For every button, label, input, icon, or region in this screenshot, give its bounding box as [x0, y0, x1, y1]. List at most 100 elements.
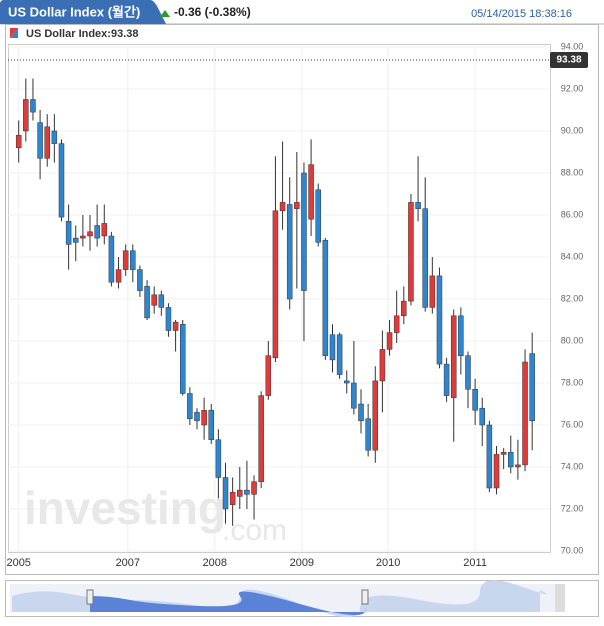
x-tick-label: 2005 — [6, 557, 30, 569]
candle-body — [351, 382, 357, 409]
candle-body — [251, 481, 257, 495]
candle-body — [37, 122, 43, 159]
candle-body — [172, 321, 179, 331]
x-tick-label: 2008 — [203, 557, 227, 569]
y-tick-label: 84.00 — [561, 251, 584, 261]
candle-body — [386, 332, 393, 350]
candle-body — [294, 202, 300, 209]
candle-body — [322, 239, 329, 356]
tab-title: US Dollar Index (월간) — [8, 4, 140, 19]
candle-body — [65, 221, 72, 245]
candle-body — [258, 395, 264, 482]
navigator-selection[interactable] — [90, 591, 366, 616]
candle-body — [15, 134, 22, 149]
y-tick-label: 80.00 — [561, 335, 584, 345]
axes: 70.00 72.00 74.00 76.00 78.00 80.00 82.00 84.00… — [6, 41, 588, 569]
candle-body — [493, 454, 500, 489]
y-tick-label: 86.00 — [561, 209, 584, 219]
candle-body — [179, 323, 186, 394]
candles — [15, 78, 535, 526]
y-tick-label: 94.00 — [561, 41, 584, 51]
candle-body — [108, 235, 115, 283]
legend-icon — [10, 28, 18, 38]
candle-body — [379, 349, 386, 382]
candle-body — [372, 380, 379, 451]
candle-body — [401, 300, 407, 317]
candle-body — [315, 189, 321, 243]
candle-body — [215, 439, 222, 478]
candle-body — [151, 294, 157, 306]
candle-body — [472, 389, 478, 411]
change: -0.36 (-0.38%) — [174, 5, 251, 19]
candle-body — [87, 231, 93, 237]
candle-body — [415, 202, 421, 209]
candle-body — [336, 334, 343, 375]
candle-body — [244, 489, 250, 495]
candle-body — [515, 464, 521, 468]
candle-body — [458, 315, 464, 356]
candle-body — [279, 202, 286, 212]
candle-body — [265, 355, 272, 396]
y-tick-label: 82.00 — [561, 293, 584, 303]
x-tick-label: 2009 — [290, 557, 314, 569]
candle-body — [500, 452, 507, 455]
navigator-handle[interactable] — [361, 589, 369, 605]
candle-body — [237, 489, 243, 497]
candle-body — [187, 393, 193, 419]
candle-body — [229, 491, 236, 506]
up-arrow — [160, 10, 170, 17]
legend: US Dollar Index:93.38 — [26, 28, 139, 40]
candle-body — [344, 380, 350, 384]
candle-body — [508, 452, 514, 468]
last-value-label: 93.38 — [556, 55, 581, 66]
candle-body — [158, 294, 165, 308]
candle-body — [144, 286, 150, 319]
candle-body — [101, 223, 108, 237]
navigator-handle[interactable] — [86, 589, 94, 605]
candle-body — [422, 208, 428, 308]
x-tick-label: 2011 — [463, 557, 487, 569]
candle-body — [358, 403, 364, 422]
y-tick-label: 72.00 — [561, 503, 584, 513]
candle-body — [201, 410, 207, 426]
timestamp: 05/14/2015 18:38:16 — [471, 8, 572, 20]
candle-body — [465, 355, 471, 390]
candle-body — [58, 143, 65, 218]
candle-body — [23, 99, 29, 132]
candle-body — [80, 235, 86, 239]
candle-body — [94, 225, 100, 239]
candle-body — [529, 353, 535, 422]
candle-body — [51, 130, 58, 144]
scroll-button[interactable] — [555, 584, 565, 612]
candle-body — [479, 407, 485, 426]
y-tick-label: 78.00 — [561, 377, 584, 387]
candle-body — [222, 477, 229, 510]
last-value-box — [550, 52, 588, 69]
candle-body — [436, 275, 443, 365]
y-tick-label: 90.00 — [561, 125, 584, 135]
x-tick-label: 2010 — [376, 557, 400, 569]
candle-body — [122, 250, 129, 270]
candle-body — [73, 237, 79, 243]
tab — [0, 0, 166, 24]
candle-body — [486, 424, 493, 489]
candle-body — [308, 164, 314, 220]
candle-body — [130, 250, 136, 270]
candle-body — [137, 269, 143, 291]
candle-body — [44, 126, 50, 159]
candle-body — [30, 99, 36, 113]
candle-body — [522, 361, 528, 466]
y-tick-label: 92.00 — [561, 83, 584, 93]
watermark: investing — [24, 482, 226, 534]
chart-frame — [5, 24, 599, 575]
candle-body — [450, 315, 457, 398]
grid — [8, 46, 550, 552]
candle-body — [393, 315, 400, 333]
candle-body — [165, 307, 172, 331]
candle-body — [365, 418, 371, 451]
y-tick-label: 88.00 — [561, 167, 584, 177]
candle-body — [208, 410, 214, 440]
candle-body — [115, 269, 122, 283]
candle-body — [194, 412, 200, 422]
